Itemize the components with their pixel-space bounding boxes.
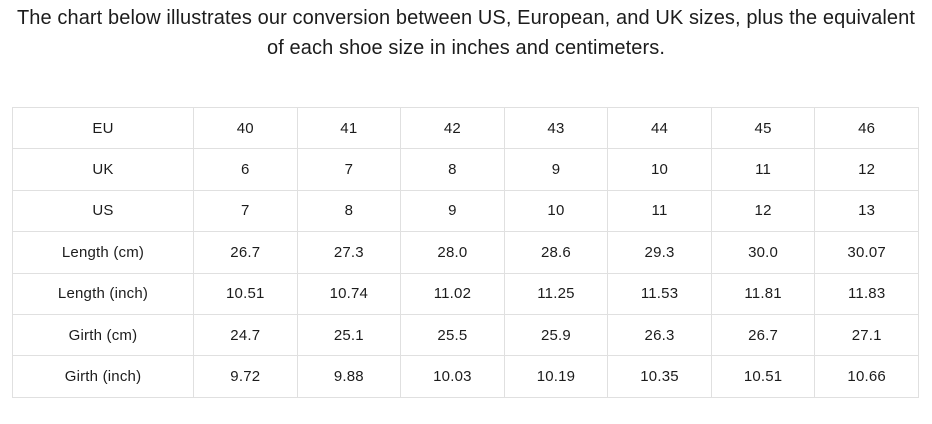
table-cell: 26.7 [710,313,816,357]
table-row: Girth (inch) 9.72 9.88 10.03 10.19 10.35 10.51… [12,355,919,398]
table-cell: 9 [400,189,505,233]
table-cell: 25.5 [400,313,505,357]
table-row: EU 40 41 42 43 44 45 46 [12,106,919,150]
table-cell: 27.1 [814,313,919,357]
intro-text: The chart below illustrates our conversi… [0,0,932,63]
table-cell: 7 [296,148,402,191]
table-cell: 44 [607,106,712,150]
table-cell: 8 [400,148,505,191]
table-cell: 9.88 [296,355,402,398]
table-row: US 7 8 9 10 11 12 13 [12,189,919,233]
table-cell: 42 [400,106,505,150]
table-cell: 30.0 [710,231,816,274]
table-cell: 45 [710,106,816,150]
table-cell: 11 [607,189,712,233]
table-cell: 8 [296,189,402,233]
table-cell: 10.35 [607,355,712,398]
table-cell: 30.07 [814,231,919,274]
size-table-body: EU 40 41 42 43 44 45 46 UK 6 7 8 9 10 11 12 US 7 8 9 10 11 12 1… [12,106,919,398]
table-cell: 10.66 [814,355,919,398]
table-cell: 11.83 [814,272,919,315]
table-cell: 40 [193,106,298,150]
table-cell: 11.25 [503,272,609,315]
table-cell: 11.81 [710,272,816,315]
table-cell: 7 [193,189,298,233]
table-cell: 28.0 [400,231,505,274]
table-cell: 6 [193,148,298,191]
table-cell: 11.53 [607,272,712,315]
table-cell: 10.51 [710,355,816,398]
table-cell: 25.9 [503,313,609,357]
table-cell: 10.74 [296,272,402,315]
table-cell: 11.02 [400,272,505,315]
table-cell: 11 [710,148,816,191]
table-cell: 24.7 [193,313,298,357]
table-cell: 27.3 [296,231,402,274]
table-cell: 26.7 [193,231,298,274]
table-cell: 13 [814,189,919,233]
table-cell: 9 [503,148,609,191]
row-header: Length (inch) [12,272,194,315]
row-header: Girth (cm) [12,313,194,357]
table-cell: 28.6 [503,231,609,274]
page: The chart below illustrates our conversi… [0,0,932,398]
intro-text-line2: of each shoe size in inches and centimet… [267,37,665,59]
table-cell: 46 [814,106,919,150]
table-cell: 10.51 [193,272,298,315]
table-cell: 12 [814,148,919,191]
table-cell: 10.19 [503,355,609,398]
row-header: Length (cm) [12,231,194,274]
row-header: EU [12,106,194,150]
size-conversion-table: EU 40 41 42 43 44 45 46 UK 6 7 8 9 10 11 12 US 7 8 9 10 11 12 1… [12,106,919,398]
table-cell: 41 [296,106,402,150]
table-row: UK 6 7 8 9 10 11 12 [12,148,919,191]
table-row: Length (cm) 26.7 27.3 28.0 28.6 29.3 30.0 30.07 [12,231,919,274]
row-header: Girth (inch) [12,355,194,398]
table-cell: 9.72 [193,355,298,398]
table-row: Length (inch) 10.51 10.74 11.02 11.25 11.53 11… [12,272,919,315]
table-cell: 43 [503,106,609,150]
table-cell: 29.3 [607,231,712,274]
table-cell: 26.3 [607,313,712,357]
table-cell: 10.03 [400,355,505,398]
table-cell: 10 [503,189,609,233]
intro-text-line1: The chart below illustrates our conversi… [16,7,916,29]
table-cell: 10 [607,148,712,191]
table-cell: 12 [710,189,816,233]
table-row: Girth (cm) 24.7 25.1 25.5 25.9 26.3 26.7 27.1 [12,313,919,357]
row-header: UK [12,148,194,191]
row-header: US [12,189,194,233]
table-cell: 25.1 [296,313,402,357]
